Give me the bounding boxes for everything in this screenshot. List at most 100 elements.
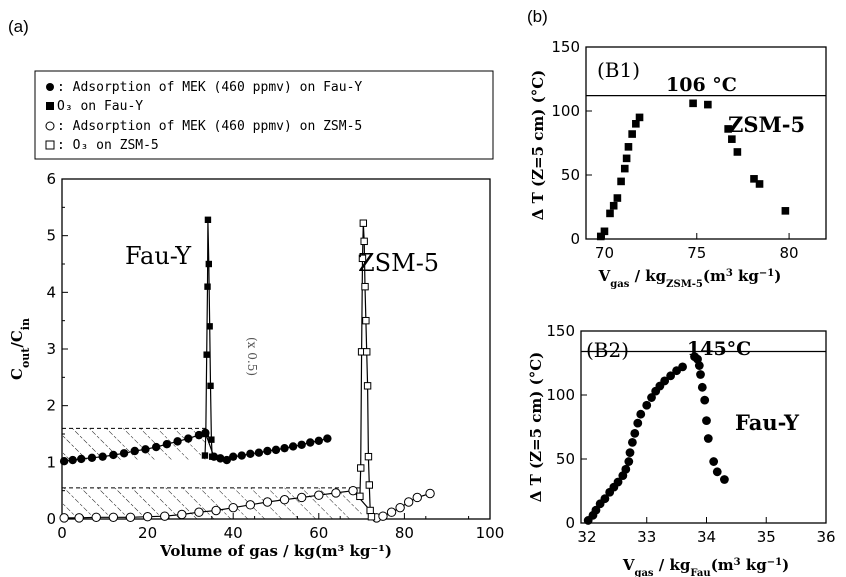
data-point-filled-square: [750, 175, 758, 183]
data-point-filled-circle: [323, 434, 332, 443]
panel-label-a: (a): [8, 17, 29, 36]
data-point-filled-square: [202, 430, 210, 438]
data-point-open-circle: [386, 507, 397, 517]
data-point-filled-square: [204, 216, 212, 223]
data-point-open-circle: [403, 497, 414, 507]
data-point-filled-square: [609, 201, 618, 210]
data-point-filled-circle: [173, 437, 182, 446]
legend-marker-open-circle: [45, 121, 55, 131]
y-tick-label: 3: [46, 340, 56, 358]
x-axis-label-b1: Vgas / kgZSM-5(m3 kg−1): [598, 267, 782, 290]
legend-marker-filled-circle: [46, 83, 54, 91]
legend-label: : Adsorption of MEK (460 ppmv) on Fau-Y: [57, 80, 362, 95]
reference-label-b2: 145°C: [687, 338, 751, 360]
data-point-filled-square: [755, 180, 764, 188]
data-point-open-circle: [245, 500, 256, 510]
data-point-filled-circle: [600, 494, 610, 504]
x-tick-label: 80: [780, 244, 799, 262]
x-axis-label-a: Volume of gas / kg(m³ kg⁻¹): [159, 542, 392, 560]
legend-label: O₃ on Fau-Y: [57, 99, 143, 114]
data-point-filled-circle: [246, 449, 255, 459]
data-point-filled-circle: [702, 416, 711, 425]
data-point-filled-circle: [613, 477, 623, 487]
data-point-open-square: [363, 382, 372, 390]
x-axis-label-b2: Vgas / kgFau(m3 kg−1): [622, 556, 789, 577]
y-axis-label-b1: Δ T (Z=5 cm) (°C): [529, 70, 547, 220]
data-point-filled-square: [617, 177, 625, 186]
data-point-open-circle: [395, 502, 405, 513]
data-point-filled-square: [606, 209, 614, 218]
y-tick-label: 0: [565, 514, 575, 532]
data-point-open-circle: [160, 511, 170, 521]
y-tick-label: 6: [46, 170, 56, 188]
data-point-filled-square: [203, 351, 210, 358]
data-point-filled-circle: [647, 393, 656, 402]
x-tick-label: 20: [138, 524, 157, 542]
data-point-open-circle: [211, 505, 221, 516]
data-point-filled-circle: [297, 440, 306, 449]
data-point-filled-circle: [633, 418, 643, 428]
data-point-filled-circle: [630, 429, 640, 438]
data-point-filled-circle: [59, 457, 69, 466]
data-point-filled-circle: [109, 450, 118, 460]
panel-label-b: (b): [527, 7, 548, 26]
data-point-open-circle: [91, 512, 101, 522]
data-point-filled-square: [201, 452, 209, 459]
y-axis-label-b2: Δ T (Z=5 cm) (°C): [527, 352, 545, 502]
data-point-filled-circle: [162, 440, 172, 449]
data-point-filled-square: [635, 113, 644, 122]
plot-frame-b1: [585, 46, 827, 240]
data-point-filled-square: [207, 382, 214, 390]
data-point-filled-circle: [666, 371, 676, 381]
data-point-filled-circle: [288, 442, 298, 451]
series-label-b1: ZSM-5: [728, 112, 805, 137]
data-point-filled-circle: [306, 438, 315, 447]
x-tick-label: 35: [757, 528, 776, 546]
chart-b2: 32 33 34 35 36 0 50 100 150 (B2) 145°C Fau-Y Vga…: [527, 322, 836, 577]
data-point-filled-circle: [229, 452, 238, 461]
data-point-filled-square: [781, 207, 790, 215]
data-point-filled-circle: [151, 442, 161, 452]
y-tick-label: 4: [46, 283, 56, 301]
inset-title-b1: (B1): [597, 58, 640, 82]
data-point-filled-square: [689, 99, 697, 108]
x-tick-label: 75: [687, 244, 706, 262]
data-point-open-square: [363, 348, 371, 356]
data-point-filled-circle: [625, 448, 635, 457]
data-point-filled-square: [622, 154, 631, 163]
data-point-filled-circle: [68, 455, 77, 465]
data-point-filled-circle: [642, 400, 652, 410]
y-tick-label: 50: [556, 450, 575, 468]
data-point-open-circle: [125, 512, 136, 522]
data-point-filled-circle: [660, 376, 670, 386]
data-point-filled-square: [204, 283, 211, 290]
legend-label: : O₃ on ZSM-5: [57, 138, 159, 153]
data-marks-b2: [583, 352, 729, 525]
data-point-open-square: [359, 219, 368, 227]
data-point-filled-circle: [263, 446, 272, 456]
data-point-filled-circle: [621, 464, 631, 474]
data-point-filled-square: [733, 148, 742, 156]
data-point-open-circle: [59, 513, 69, 523]
y-tick-label: 100: [551, 102, 580, 120]
data-point-open-square: [361, 282, 369, 291]
data-point-open-circle: [194, 507, 204, 517]
x-tick-label: 40: [224, 524, 243, 542]
data-point-open-square: [367, 513, 376, 521]
data-point-open-square: [356, 492, 364, 501]
x-tick-label: 60: [309, 524, 328, 542]
data-point-open-square: [366, 506, 374, 515]
data-point-open-square: [364, 452, 373, 461]
data-point-open-circle: [177, 509, 187, 520]
data-point-filled-circle: [709, 457, 719, 466]
y-tick-label: 150: [551, 38, 580, 56]
data-point-open-square: [360, 237, 368, 246]
x-tick-label: 33: [637, 528, 656, 546]
legend-label: : Adsorption of MEK (460 ppmv) on ZSM-5: [57, 119, 362, 134]
data-point-open-circle: [412, 492, 422, 503]
data-point-filled-square: [206, 323, 213, 330]
data-point-open-circle: [74, 513, 84, 523]
chart-b1: 70 75 80 0 50 100 150 (B1) 106 °C ZSM-5 Vgas /…: [529, 38, 827, 290]
legend-entry-o3-zsm: : O₃ on ZSM-5: [45, 138, 159, 153]
